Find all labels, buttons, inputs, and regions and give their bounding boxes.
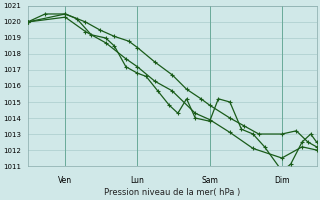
X-axis label: Pression niveau de la mer( hPa ): Pression niveau de la mer( hPa ) [104,188,240,197]
